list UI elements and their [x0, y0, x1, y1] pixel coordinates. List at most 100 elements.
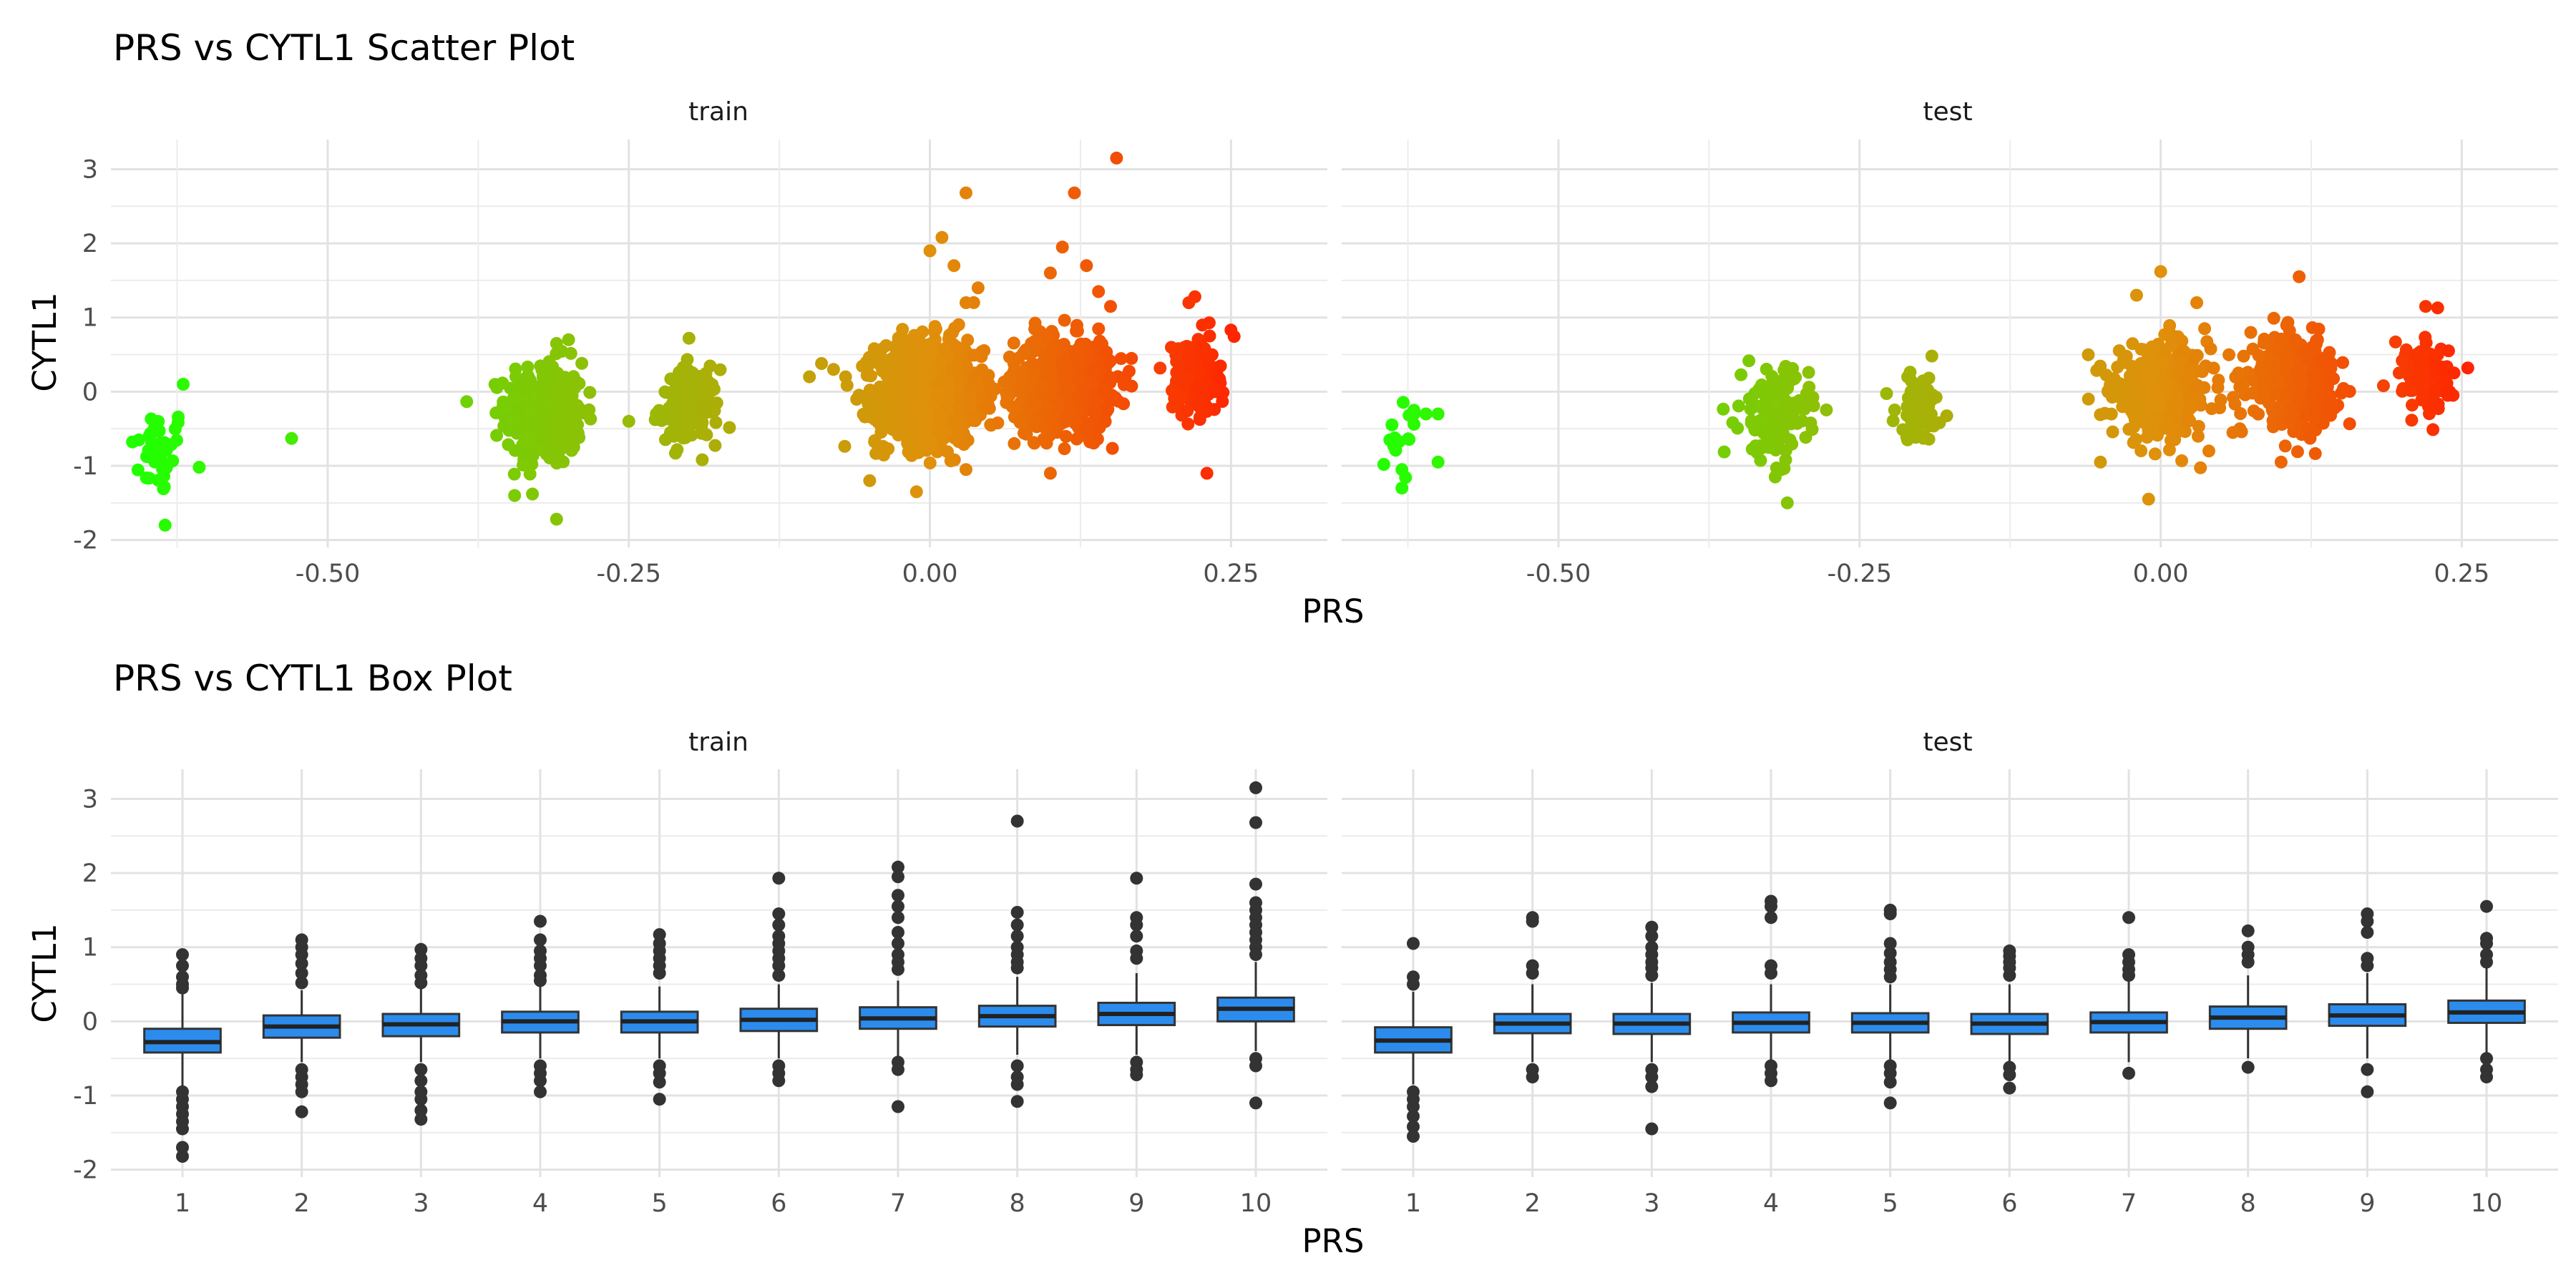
scatter-point [1419, 407, 1433, 421]
scatter-point [2336, 356, 2349, 369]
scatter-point [2293, 374, 2307, 387]
scatter-point [2305, 386, 2318, 399]
panel-background [1342, 769, 2558, 1177]
scatter-point [521, 360, 535, 374]
x-tick-label: 8 [1010, 1189, 1025, 1218]
outlier-point [1130, 952, 1143, 965]
x-tick-label: 4 [1763, 1189, 1779, 1218]
y-tick-label: 0 [82, 378, 98, 406]
box-5 [620, 928, 699, 1106]
scatter-point [550, 337, 563, 350]
scatter-point [460, 395, 474, 409]
scatter-point [678, 431, 692, 444]
scatter-point [918, 353, 932, 367]
scatter-point [2129, 401, 2142, 415]
outlier-point [772, 1074, 786, 1088]
outlier-point [2003, 969, 2016, 982]
outlier-point [1645, 1080, 1659, 1093]
scatter-point [507, 392, 520, 405]
scatter-point [669, 447, 682, 460]
scatter-point [1726, 416, 1740, 429]
scatter-point [1914, 391, 1928, 404]
scatter-point [684, 416, 698, 430]
scatter-point [2290, 445, 2304, 459]
outlier-point [2241, 924, 2255, 937]
outlier-point [1883, 907, 1897, 921]
scatter-point [1114, 352, 1128, 366]
scatter-point [2226, 426, 2240, 439]
scatter-panel-test: -0.50 -0.25 0.00 0.25 [1342, 140, 2558, 588]
scatter-point [1224, 323, 1238, 337]
scatter-point [1196, 318, 1209, 332]
scatter-point [2122, 422, 2136, 436]
scatter-point [935, 230, 949, 244]
scatter-point [2335, 386, 2348, 400]
scatter-point [2182, 371, 2195, 384]
scatter-point [971, 281, 985, 295]
scatter-point [2275, 402, 2288, 416]
scatter-point [2176, 343, 2190, 357]
outlier-point [534, 933, 547, 947]
box-10 [2447, 899, 2526, 1084]
box-3 [1612, 920, 1692, 1136]
scatter-point [910, 412, 924, 426]
scatter-point [882, 356, 896, 369]
outlier-point [414, 1063, 428, 1076]
scatter-point [2205, 402, 2218, 416]
box-6 [739, 872, 819, 1088]
x-tick-label: 2 [294, 1189, 310, 1218]
x-tick-label: 7 [890, 1189, 906, 1218]
scatter-point [152, 414, 165, 428]
scatter-point [708, 383, 721, 396]
scatter-point [1016, 366, 1030, 380]
scatter-point [1395, 463, 1409, 477]
outlier-point [2480, 899, 2493, 913]
outlier-point [1645, 930, 1659, 943]
scatter-point [1760, 363, 1773, 376]
outlier-point [1249, 1059, 1262, 1073]
outlier-point [295, 976, 308, 990]
scatter-point [2111, 361, 2124, 374]
scatter-point [947, 259, 961, 273]
scatter-point [1880, 387, 1893, 400]
scatter-point [1760, 421, 1773, 434]
outlier-point [534, 1085, 547, 1098]
outlier-point [1249, 877, 1262, 891]
scatter-point [2419, 300, 2432, 313]
scatter-point [1431, 407, 1445, 421]
scatter-point [2406, 399, 2419, 412]
scatter-point [864, 369, 877, 383]
scatter-point [1027, 436, 1040, 449]
scatter-point [521, 415, 535, 429]
scatter-point [1005, 400, 1019, 414]
x-tick-label: -0.25 [1827, 560, 1892, 588]
scatter-point [1199, 351, 1213, 365]
outlier-point [176, 948, 189, 962]
outlier-point [1010, 814, 1024, 828]
scatter-point [2323, 359, 2336, 373]
scatter-point [1927, 419, 1941, 433]
scatter-point [2461, 361, 2474, 375]
scatter-point [887, 414, 900, 428]
scatter-point [568, 381, 581, 395]
x-tick-label: 1 [175, 1189, 190, 1218]
outlier-point [1765, 911, 1777, 924]
scatter-point [696, 416, 709, 429]
scatter-point [2308, 411, 2321, 425]
scatter-point [2169, 384, 2182, 398]
scatter-point [2142, 492, 2155, 506]
outlier-point [1883, 937, 1897, 950]
box-5 [1850, 903, 1930, 1110]
scatter-point [952, 416, 965, 430]
scatter-point [2443, 385, 2457, 399]
outlier-point [2361, 926, 2374, 939]
scatter-point [2293, 270, 2306, 283]
scatter-point [960, 463, 972, 477]
x-tick-label: -0.25 [596, 560, 661, 588]
scatter-point [2214, 394, 2228, 406]
scatter-point [2163, 319, 2177, 332]
scatter-point [1104, 300, 1117, 313]
scatter-point [567, 406, 581, 419]
y-tick-label: -2 [73, 527, 98, 555]
